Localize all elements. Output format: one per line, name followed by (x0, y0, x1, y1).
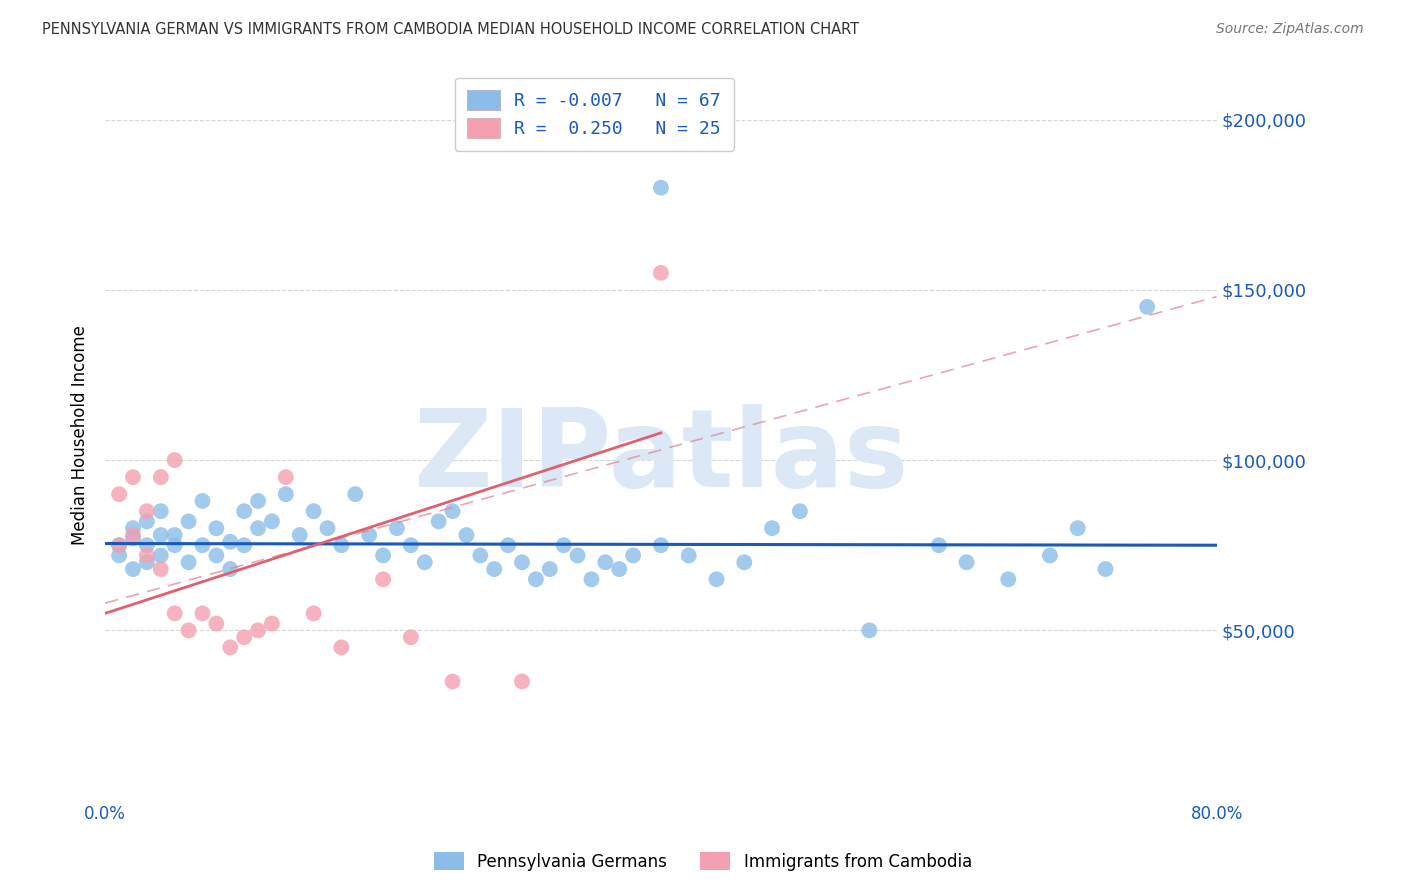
Point (955, 555, 977, 569)
Point (191, 538, 214, 552)
Point (149, 549, 172, 563)
Point (177, 555, 200, 569)
Point (553, 538, 575, 552)
Point (149, 562, 172, 576)
Point (371, 572, 394, 586)
Point (427, 515, 450, 529)
Point (678, 549, 700, 563)
Point (163, 528, 186, 542)
Point (510, 555, 533, 569)
Point (122, 562, 145, 576)
Point (470, 549, 492, 563)
Point (260, 515, 283, 529)
Point (1094, 562, 1116, 576)
Point (456, 528, 478, 542)
Point (650, 266, 672, 280)
Point (359, 528, 381, 542)
Point (595, 555, 617, 569)
Point (122, 470, 145, 484)
Point (108, 538, 131, 552)
Point (538, 562, 561, 576)
Point (484, 562, 506, 576)
Point (302, 607, 325, 621)
Point (233, 504, 256, 518)
Point (1039, 549, 1062, 563)
Point (122, 528, 145, 542)
Point (191, 494, 214, 508)
Point (330, 640, 353, 655)
Point (928, 538, 950, 552)
Point (524, 572, 547, 586)
Point (316, 521, 339, 535)
Point (496, 538, 519, 552)
Point (233, 538, 256, 552)
Legend: R = -0.007   N = 67, R =  0.250   N = 25: R = -0.007 N = 67, R = 0.250 N = 25 (454, 78, 734, 151)
Point (1067, 521, 1090, 535)
Point (441, 504, 464, 518)
Text: Source: ZipAtlas.com: Source: ZipAtlas.com (1216, 22, 1364, 37)
Point (205, 616, 228, 631)
Point (219, 640, 242, 655)
Point (108, 487, 131, 501)
Legend: Pennsylvania Germans, Immigrants from Cambodia: Pennsylvania Germans, Immigrants from Ca… (426, 844, 980, 880)
Point (108, 549, 131, 563)
Point (510, 674, 533, 689)
Point (385, 521, 408, 535)
Point (135, 504, 157, 518)
Point (135, 515, 157, 529)
Text: ZIPatlas: ZIPatlas (413, 403, 908, 509)
Point (274, 487, 297, 501)
Point (108, 538, 131, 552)
Text: PENNSYLVANIA GERMAN VS IMMIGRANTS FROM CAMBODIA MEDIAN HOUSEHOLD INCOME CORRELAT: PENNSYLVANIA GERMAN VS IMMIGRANTS FROM C… (42, 22, 859, 37)
Point (302, 504, 325, 518)
Point (371, 549, 394, 563)
Point (706, 572, 728, 586)
Point (567, 549, 589, 563)
Point (205, 521, 228, 535)
Point (399, 630, 422, 644)
Point (260, 616, 283, 631)
Point (858, 624, 880, 638)
Point (789, 504, 811, 518)
Point (177, 515, 200, 529)
Point (163, 453, 186, 467)
Point (191, 607, 214, 621)
Point (1136, 300, 1159, 314)
Point (607, 562, 630, 576)
Point (163, 607, 186, 621)
Point (650, 180, 672, 194)
Point (399, 538, 422, 552)
Point (247, 494, 270, 508)
Point (761, 521, 783, 535)
Point (135, 555, 157, 569)
Point (205, 549, 228, 563)
Point (288, 528, 311, 542)
Point (122, 521, 145, 535)
Point (149, 470, 172, 484)
Point (233, 630, 256, 644)
Point (581, 572, 603, 586)
Point (149, 528, 172, 542)
Point (122, 532, 145, 546)
Point (997, 572, 1019, 586)
Point (733, 555, 755, 569)
Point (219, 562, 242, 576)
Point (330, 538, 353, 552)
Point (219, 534, 242, 549)
Point (441, 674, 464, 689)
Point (177, 624, 200, 638)
Point (149, 504, 172, 518)
Point (163, 538, 186, 552)
Point (135, 549, 157, 563)
Point (621, 549, 644, 563)
Y-axis label: Median Household Income: Median Household Income (72, 325, 89, 544)
Point (247, 624, 270, 638)
Point (344, 487, 367, 501)
Point (413, 555, 436, 569)
Point (650, 538, 672, 552)
Point (274, 470, 297, 484)
Point (247, 521, 270, 535)
Point (135, 538, 157, 552)
